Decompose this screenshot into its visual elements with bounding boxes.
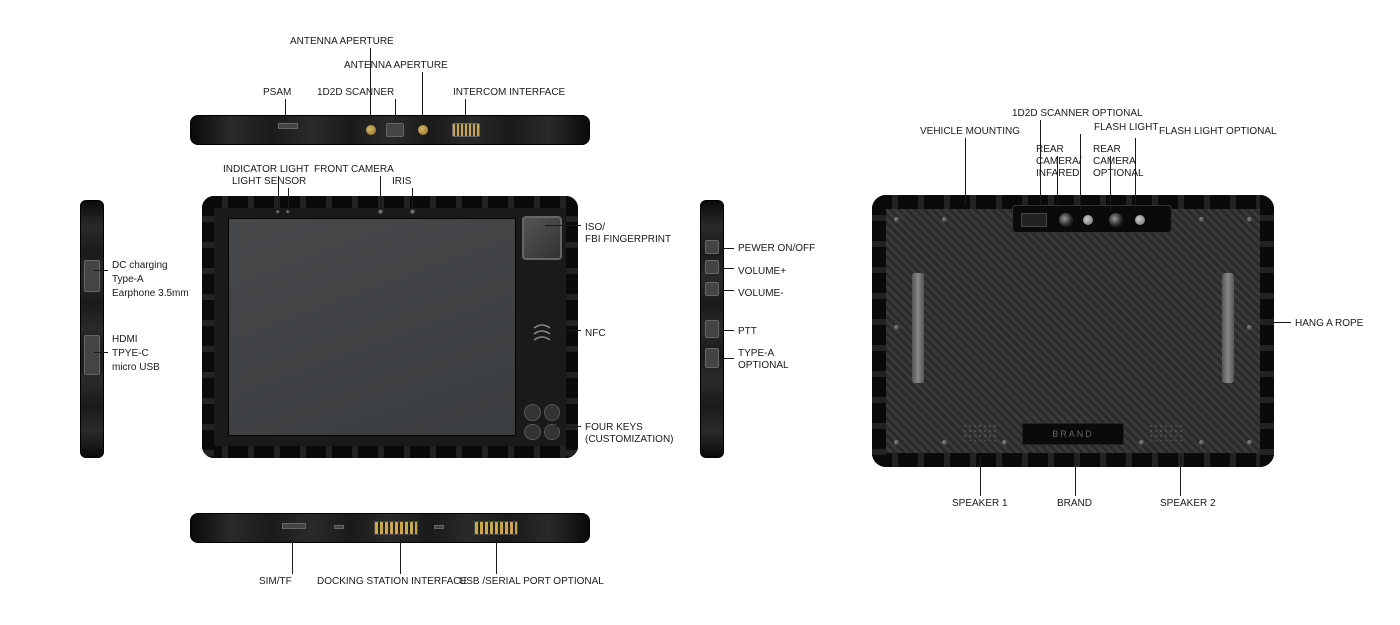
brand-plate: BRAND <box>1022 423 1124 445</box>
callout-ptt: PTT <box>738 326 757 337</box>
callout-earphone: Earphone 3.5mm <box>112 288 189 299</box>
callout-power: PEWER ON/OFF <box>738 243 815 254</box>
callout-hangrope: HANG A ROPE <box>1295 318 1363 329</box>
callout-psam: PSAM <box>263 87 291 98</box>
fingerprint-sensor <box>522 216 562 260</box>
callout-indicator: INDICATOR LIGHT <box>223 164 309 175</box>
callout-rearcam3: INFARED <box>1036 168 1079 179</box>
bottom-edge-view <box>190 513 590 543</box>
callout-flash: FLASH LIGHT <box>1094 122 1158 133</box>
callout-rearcamo2: CAMERA <box>1093 156 1136 167</box>
callout-brand: BRAND <box>1057 498 1092 509</box>
mount-rail-right <box>1222 273 1234 383</box>
callout-speaker1: SPEAKER 1 <box>952 498 1008 509</box>
right-edge-view <box>700 200 724 458</box>
callout-dc: DC charging <box>112 260 168 271</box>
nfc-zone <box>530 324 554 344</box>
rear-camera-bar <box>1012 205 1172 233</box>
callout-rearcam: REAR <box>1036 144 1064 155</box>
callout-intercom: INTERCOM INTERFACE <box>453 87 565 98</box>
callout-microusb: micro USB <box>112 362 160 373</box>
callout-fourkeys2: (CUSTOMIZATION) <box>585 434 674 445</box>
callout-voldn: VOLUME- <box>738 288 784 299</box>
speaker-2 <box>1148 423 1184 441</box>
callout-iso_fbi: ISO/ <box>585 222 605 233</box>
callout-volup: VOLUME+ <box>738 266 786 277</box>
callout-typea: Type-A <box>112 274 144 285</box>
left-edge-view <box>80 200 104 458</box>
screen <box>228 218 516 436</box>
callout-rearcamo: REAR <box>1093 144 1121 155</box>
callout-hdmi: HDMI <box>112 334 138 345</box>
front-view <box>202 196 578 458</box>
four-keys <box>524 404 560 440</box>
callout-rearcam2: CAMERA/ <box>1036 156 1082 167</box>
callout-flasho: FLASH LIGHT OPTIONAL <box>1159 126 1277 137</box>
callout-vehicle: VEHICLE MOUNTING <box>920 126 1020 137</box>
callout-scanner2: 1D2D SCANNER OPTIONAL <box>1012 108 1143 119</box>
callout-lightsens: LIGHT SENSOR <box>232 176 306 187</box>
callout-simtf: SIM/TF <box>259 576 292 587</box>
callout-typea2: TYPE-A <box>738 348 774 359</box>
callout-frontcam: FRONT CAMERA <box>314 164 394 175</box>
rear-view: BRAND <box>872 195 1274 467</box>
callout-typec: TPYE-C <box>112 348 149 359</box>
callout-dock: DOCKING STATION INTERFACE <box>317 576 467 587</box>
callout-iso_fbi2: FBI FINGERPRINT <box>585 234 671 245</box>
callout-usbserial: USB /SERIAL PORT OPTIONAL <box>459 576 604 587</box>
callout-antenna2: ANTENNA APERTURE <box>344 60 448 71</box>
callout-speaker2: SPEAKER 2 <box>1160 498 1216 509</box>
brand-plate-text: BRAND <box>1052 429 1094 439</box>
speaker-1 <box>962 423 998 441</box>
callout-antenna1: ANTENNA APERTURE <box>290 36 394 47</box>
callout-typea2o: OPTIONAL <box>738 360 789 371</box>
callout-scanner: 1D2D SCANNER <box>317 87 394 98</box>
callout-fourkeys: FOUR KEYS <box>585 422 643 433</box>
callout-iris: IRIS <box>392 176 411 187</box>
callout-nfc: NFC <box>585 328 606 339</box>
mount-rail-left <box>912 273 924 383</box>
top-edge-view <box>190 115 590 145</box>
